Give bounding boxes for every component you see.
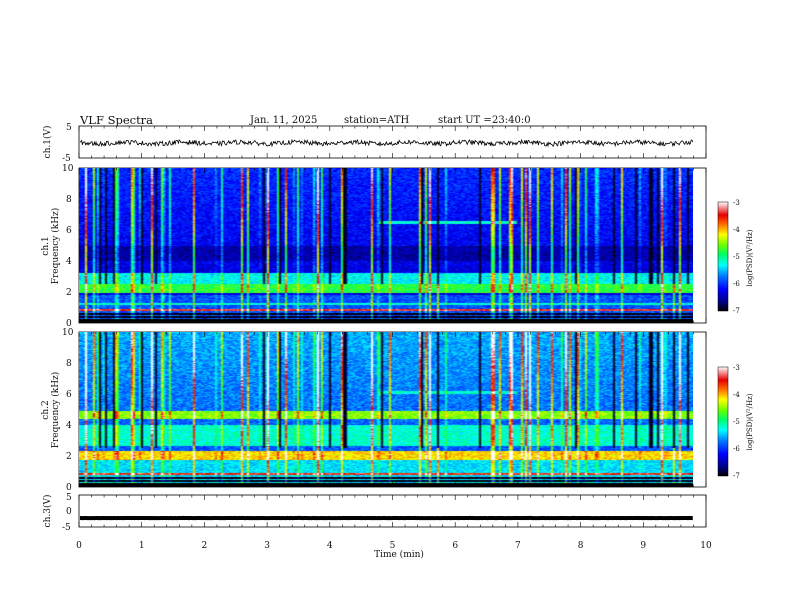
ch2-ytick-10: 10 [62, 328, 74, 338]
ch1-ytick-10: 10 [62, 164, 74, 174]
ch2-colorbar-tick-m7: -7 [733, 472, 740, 480]
ch1-frequency-label: Frequency (kHz) [50, 208, 61, 285]
x-tick-label: 6 [452, 541, 458, 551]
ch1-ytick-bottom: -5 [62, 154, 71, 164]
ch2-colorbar-gradient [717, 366, 729, 477]
x-tick-label: 7 [515, 541, 521, 551]
x-tick-label: 3 [264, 541, 270, 551]
ch1-waveform-line [79, 138, 694, 148]
station-label: station=ATH [344, 115, 410, 126]
ch1-colorbar-tick-m3: -3 [733, 199, 740, 207]
ch3-ytick-mid: 0 [66, 507, 72, 517]
ch2-colorbar-label: log(PSD)(V²/Hz) [746, 393, 754, 450]
ch2-ytick-8: 8 [66, 359, 72, 369]
ch2-ytick-6: 6 [66, 390, 72, 400]
ch1-ytick-2: 2 [66, 288, 72, 298]
ch1-ytick-6: 6 [66, 226, 72, 236]
start-ut-label: start UT = [438, 115, 492, 126]
ch1-colorbar-tick-m4: -4 [733, 226, 740, 234]
ch2-spectrogram-ylabel: ch.2 [41, 400, 51, 419]
ch2-colorbar-tick-m5: -5 [733, 418, 740, 426]
x-tick-label: 9 [640, 541, 646, 551]
x-tick-label: 10 [700, 541, 712, 551]
ch1-spectrogram-panel: 0 2 4 6 8 10 ch.1 Frequency (kHz) [41, 164, 707, 329]
ch2-ytick-0: 0 [66, 483, 72, 493]
ch2-colorbar-tick-m6: -6 [733, 445, 740, 453]
ch3-waveform-ylabel: ch.3(V) [42, 495, 53, 528]
ch1-ytick-0: 0 [66, 319, 72, 329]
x-tick-label: 1 [139, 541, 145, 551]
x-tick-label: 2 [202, 541, 208, 551]
ch1-colorbar-label: log(PSD)(V²/Hz) [746, 229, 754, 286]
ch1-colorbar-tick-m7: -7 [733, 307, 740, 315]
ch3-ytick-top: 5 [66, 493, 72, 503]
figure-title: VLF Spectra [79, 113, 153, 127]
x-axis-tick-labels: 0 1 2 3 4 5 6 7 8 9 10 [76, 541, 712, 551]
ch1-waveform-ylabel: ch.1(V) [42, 126, 53, 159]
ch2-frequency-label: Frequency (kHz) [50, 372, 61, 449]
start-time-label: 23:40:0 [492, 115, 531, 126]
ch1-ytick-8: 8 [66, 195, 72, 205]
x-tick-label: 0 [76, 541, 82, 551]
axis-ticks [78, 126, 707, 527]
ch2-spectrogram-panel: 0 2 4 6 8 10 ch.2 Frequency (kHz) [41, 328, 707, 493]
ch3-waveform-panel: 5 0 -5 ch.3(V) [42, 493, 707, 533]
ch2-ytick-2: 2 [66, 452, 72, 462]
ch1-colorbar-tick-m5: -5 [733, 253, 740, 261]
ch1-ytick-4: 4 [66, 257, 72, 267]
ch2-colorbar: -3 -4 -5 -6 -7 log(PSD)(V²/Hz) [717, 364, 754, 480]
date-label: Jan. 11, 2025 [249, 115, 317, 126]
ch2-colorbar-tick-m3: -3 [733, 364, 740, 372]
x-tick-label: 4 [327, 541, 333, 551]
ch2-spectrogram-heatmap [79, 332, 693, 487]
x-axis-label: Time (min) [374, 549, 424, 560]
x-tick-label: 5 [390, 541, 396, 551]
ch1-ytick-top: 5 [66, 123, 72, 133]
ch2-colorbar-tick-m4: -4 [733, 391, 740, 399]
ch1-colorbar-tick-m6: -6 [733, 280, 740, 288]
ch3-waveform-frame [78, 494, 707, 528]
ch1-waveform-panel: 5 -5 ch.1(V) [42, 123, 707, 164]
ch1-colorbar: -3 -4 -5 -6 -7 log(PSD)(V²/Hz) [717, 199, 754, 315]
ch1-colorbar-gradient [717, 201, 729, 312]
ch2-ytick-4: 4 [66, 421, 72, 431]
x-tick-label: 8 [578, 541, 584, 551]
ch3-ytick-bottom: -5 [62, 523, 71, 533]
ch1-spectrogram-heatmap [79, 168, 693, 323]
ch1-spectrogram-ylabel: ch.1 [41, 236, 51, 255]
